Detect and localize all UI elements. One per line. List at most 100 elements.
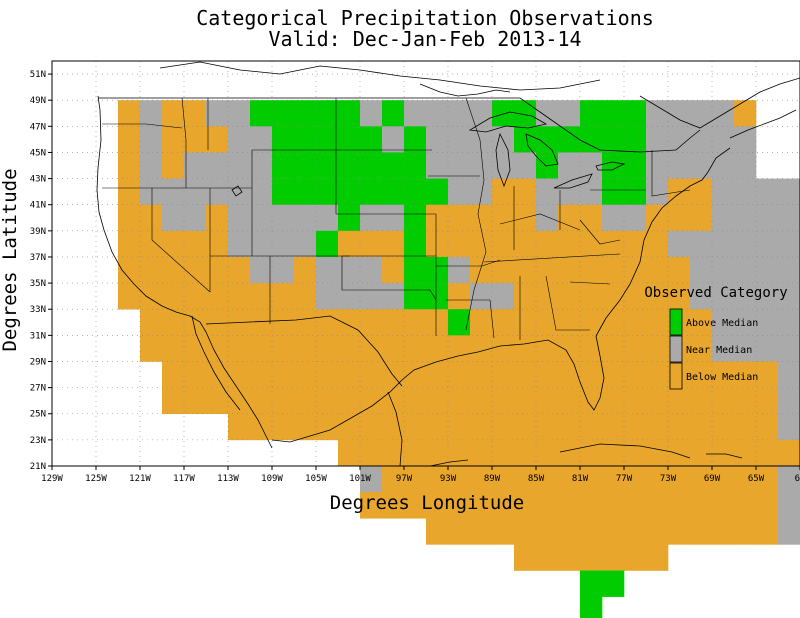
precip-cell-above-median — [404, 230, 427, 258]
precip-cell-near-median — [646, 178, 669, 206]
precip-cell-below-median — [162, 230, 185, 258]
precip-cell-above-median — [624, 178, 647, 206]
precip-cell-below-median — [360, 335, 383, 362]
precip-cell-below-median — [294, 283, 317, 310]
precip-cell-below-median — [624, 544, 647, 571]
precip-cell-below-median — [514, 283, 537, 310]
precip-cell-below-median — [338, 387, 361, 415]
precip-cell-below-median — [470, 466, 493, 493]
precip-cell-below-median — [580, 361, 603, 388]
precip-cell-below-median — [470, 335, 493, 362]
x-tick-label: 121W — [129, 474, 151, 484]
y-tick-label: 49N — [30, 96, 46, 106]
precip-cell-below-median — [426, 335, 449, 362]
precip-cell-below-median — [382, 492, 405, 519]
precip-cell-below-median — [140, 204, 163, 232]
precip-cell-near-median — [206, 100, 229, 127]
precip-cell-above-median — [338, 100, 361, 127]
precip-cell-above-median — [250, 100, 273, 127]
precip-cell-near-median — [690, 256, 713, 284]
precip-cell-below-median — [624, 413, 647, 441]
precip-cell-near-median — [602, 204, 625, 232]
precip-cell-above-median — [338, 152, 361, 179]
precip-cell-below-median — [404, 492, 427, 519]
precip-cell-above-median — [404, 204, 427, 232]
precip-cell-near-median — [778, 387, 800, 415]
precip-cell-below-median — [470, 309, 493, 336]
precip-cell-below-median — [294, 413, 317, 441]
precip-cell-near-median — [756, 230, 779, 258]
precip-cell-near-median — [778, 283, 800, 310]
canada-coast — [639, 77, 800, 129]
precip-cell-near-median — [360, 256, 383, 284]
precip-cell-above-median — [580, 570, 603, 597]
precip-cell-below-median — [602, 439, 625, 467]
precip-cell-near-median — [778, 309, 800, 336]
precip-cell-near-median — [690, 230, 713, 258]
x-tick-label: 81W — [572, 474, 589, 484]
precip-cell-below-median — [646, 361, 669, 388]
precip-cell-below-median — [162, 309, 185, 336]
precip-cell-below-median — [492, 387, 515, 415]
precip-cell-below-median — [690, 335, 713, 362]
precip-cell-near-median — [448, 126, 471, 153]
precip-cell-below-median — [536, 335, 559, 362]
precip-cell-below-median — [250, 335, 273, 362]
precip-cell-below-median — [272, 413, 295, 441]
precip-cell-above-median — [272, 152, 295, 179]
y-tick-label: 35N — [30, 279, 46, 289]
precip-cell-below-median — [162, 100, 185, 127]
precip-cell-below-median — [624, 518, 647, 545]
precip-cell-below-median — [382, 439, 405, 467]
precip-cell-below-median — [690, 439, 713, 467]
precip-cell-near-median — [734, 178, 757, 206]
precip-cell-above-median — [602, 100, 625, 127]
precip-cell-near-median — [206, 152, 229, 179]
precip-cell-above-median — [580, 100, 603, 127]
precip-cell-below-median — [426, 492, 449, 519]
precip-cell-below-median — [514, 413, 537, 441]
precip-cell-below-median — [646, 335, 669, 362]
us-canada-border — [98, 97, 701, 153]
state-border-mississippi-river — [465, 97, 487, 331]
us-mexico-border — [205, 315, 403, 387]
precip-cell-above-median — [624, 100, 647, 127]
precip-cell-below-median — [492, 466, 515, 493]
precip-cell-below-median — [492, 309, 515, 336]
legend-title: Observed Category — [644, 285, 787, 301]
coastline-and-borders — [96, 61, 800, 467]
precip-cell-below-median — [338, 439, 361, 467]
precip-cell-below-median — [404, 309, 427, 336]
precip-cell-near-median — [360, 204, 383, 232]
precip-cell-below-median — [558, 413, 581, 441]
precip-cell-near-median — [228, 230, 251, 258]
precip-cell-near-median — [426, 152, 449, 179]
precip-cell-below-median — [272, 361, 295, 388]
lake-superior — [468, 111, 548, 133]
precip-cell-below-median — [646, 387, 669, 415]
precip-cell-below-median — [558, 439, 581, 467]
great-salt-lake — [231, 185, 243, 197]
precip-cell-below-median — [492, 204, 515, 232]
precip-cell-below-median — [536, 230, 559, 258]
mexico-east-coast — [387, 391, 403, 467]
precip-cell-below-median — [206, 256, 229, 284]
hudson-bay-coast — [419, 83, 511, 97]
precip-cell-below-median — [162, 126, 185, 153]
precip-cell-near-median — [756, 204, 779, 232]
precip-cell-below-median — [118, 126, 141, 153]
precip-cell-below-median — [558, 518, 581, 545]
precip-cell-below-median — [734, 100, 757, 127]
x-tick-label: 97W — [396, 474, 413, 484]
precip-cell-near-median — [646, 126, 669, 153]
precip-cell-below-median — [536, 439, 559, 467]
precip-cell-below-median — [162, 361, 185, 388]
precip-cell-below-median — [668, 283, 691, 310]
precip-cell-near-median — [734, 283, 757, 310]
precip-cell-below-median — [140, 256, 163, 284]
precip-cell-below-median — [118, 204, 141, 232]
precip-cell-near-median — [646, 100, 669, 127]
precip-cell-below-median — [536, 387, 559, 415]
precip-cell-near-median — [272, 204, 295, 232]
precip-cell-below-median — [712, 413, 735, 441]
